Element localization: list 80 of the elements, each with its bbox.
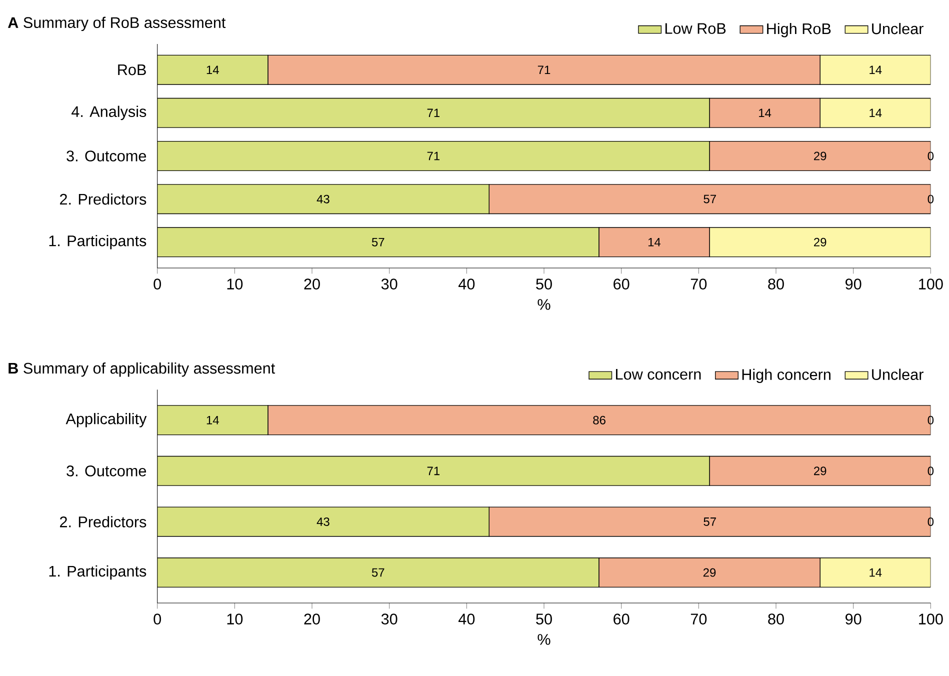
- data-label: 29: [814, 152, 826, 160]
- bar: [157, 184, 490, 214]
- legend-label: Low RoB: [665, 23, 726, 34]
- x-tick-label: 20: [304, 614, 320, 624]
- data-label: 0: [928, 416, 934, 424]
- x-tick-label: 80: [768, 278, 784, 290]
- data-label: 43: [316, 517, 330, 526]
- bar: [709, 227, 931, 258]
- legend-label: Low concern: [616, 369, 701, 380]
- x-tick-label: 90: [846, 614, 862, 624]
- y-tick-label: Applicability: [66, 413, 147, 428]
- x-tick-label: 100: [919, 614, 943, 624]
- x-tick-label: 0: [154, 614, 161, 624]
- bar: [598, 227, 710, 258]
- chart-title: A Summary of RoB assessment: [8, 16, 226, 32]
- y-tick-label: 1. Participants: [49, 565, 146, 580]
- data-label: 86: [593, 416, 606, 424]
- data-label: 0: [928, 466, 934, 476]
- data-label: 14: [870, 66, 882, 74]
- legend-label: High concern: [742, 368, 830, 384]
- x-tick-label: 60: [614, 278, 630, 290]
- x-tick-label: 40: [458, 278, 475, 290]
- x-tick-label: 10: [227, 278, 243, 290]
- data-label: 29: [814, 238, 826, 246]
- legend-label: Unclear: [872, 368, 924, 380]
- data-label: 14: [648, 238, 661, 246]
- x-tick-label: 20: [304, 278, 320, 290]
- data-label: 14: [870, 568, 882, 577]
- data-label: 71: [427, 466, 440, 476]
- data-label: 14: [206, 66, 219, 74]
- bar: [157, 54, 268, 85]
- y-tick-label: 1. Participants: [49, 235, 146, 250]
- legend-label: High RoB: [767, 22, 831, 38]
- bar: [709, 98, 820, 128]
- x-axis-title: %: [538, 299, 550, 310]
- data-label: 29: [814, 466, 826, 476]
- x-tick-label: 100: [919, 278, 943, 290]
- x-tick-label: 80: [768, 614, 784, 624]
- y-tick-label: 3. Outcome: [66, 466, 146, 476]
- data-label: 57: [704, 194, 716, 204]
- data-label: 71: [427, 152, 440, 160]
- bar: [820, 98, 931, 128]
- data-label: 71: [538, 66, 550, 74]
- bar: [157, 98, 710, 128]
- bar: [157, 140, 710, 171]
- y-tick-label: RoB: [118, 64, 146, 76]
- data-label: 71: [427, 108, 440, 118]
- x-tick-label: 70: [690, 278, 707, 290]
- data-label: 57: [372, 568, 384, 577]
- x-tick-label: 0: [154, 278, 161, 290]
- y-tick-label: 2. Predictors: [60, 516, 146, 528]
- x-tick-label: 40: [458, 614, 475, 624]
- data-label: 14: [206, 416, 219, 424]
- x-tick-label: 60: [614, 614, 630, 624]
- bar: [268, 54, 820, 85]
- y-tick-label: 3. Outcome: [66, 150, 146, 162]
- data-label: 0: [928, 152, 934, 160]
- x-tick-label: 70: [690, 614, 707, 624]
- data-label: 29: [703, 568, 716, 577]
- x-tick-label: 30: [381, 614, 398, 624]
- bar: [157, 227, 600, 258]
- x-tick-label: 50: [536, 278, 552, 290]
- data-label: 0: [928, 517, 934, 526]
- data-label: 57: [372, 238, 384, 246]
- y-tick-label: 4. Analysis: [72, 106, 146, 120]
- bar: [820, 54, 931, 85]
- bar: [598, 558, 820, 588]
- data-label: 43: [316, 194, 330, 204]
- data-label: 57: [704, 518, 716, 526]
- x-tick-label: 50: [536, 614, 552, 624]
- data-label: 14: [759, 108, 772, 118]
- x-tick-label: 90: [846, 278, 862, 290]
- x-tick-label: 30: [381, 278, 398, 290]
- y-tick-label: 2. Predictors: [60, 193, 146, 205]
- data-label: 0: [928, 194, 934, 204]
- legend-label: Unclear: [872, 22, 924, 34]
- x-axis-title: %: [538, 634, 550, 645]
- data-label: 14: [870, 108, 882, 118]
- x-tick-label: 10: [227, 614, 243, 624]
- chart-title: B Summary of applicability assessment: [8, 362, 276, 377]
